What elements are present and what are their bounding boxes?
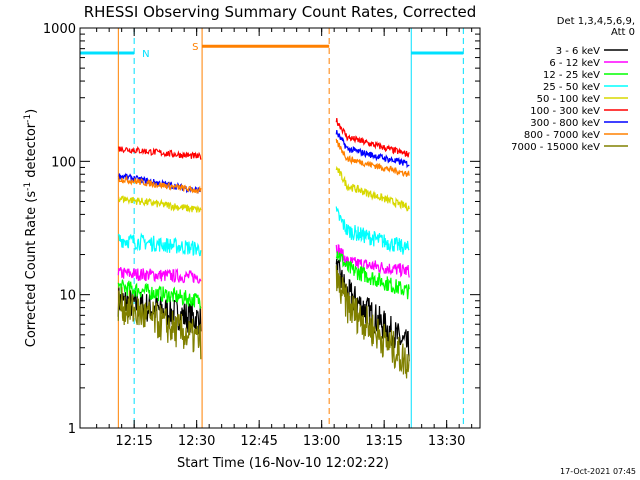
series-line-8-1 xyxy=(335,265,410,379)
series-line-1-1 xyxy=(335,244,410,278)
series-line-5-0 xyxy=(118,145,202,160)
x-tick-label: 13:00 xyxy=(303,434,340,449)
x-tick-label: 13:30 xyxy=(428,434,465,449)
series-line-3-0 xyxy=(117,232,202,257)
legend-header: Att 0 xyxy=(611,27,635,38)
series-line-4-1 xyxy=(335,165,410,212)
legend-header: Det 1,3,4,5,6,9, xyxy=(557,16,635,27)
x-tick-label: 12:30 xyxy=(178,434,215,449)
x-axis-label: Start Time (16-Nov-10 12:02:22) xyxy=(177,456,389,471)
legend-entry-label: 300 - 800 keV xyxy=(530,118,600,129)
y-tick-label: 100 xyxy=(51,155,76,170)
x-tick-label: 13:15 xyxy=(365,434,402,449)
y-axis-label: Corrected Count Rate (s-1 detector-1) xyxy=(23,109,39,347)
series-line-6-1 xyxy=(335,130,410,169)
legend-entry-label: 50 - 100 keV xyxy=(537,94,601,105)
legend-entry-label: 6 - 12 keV xyxy=(549,58,600,69)
legend-entry-label: 100 - 300 keV xyxy=(530,106,600,117)
legend-entry-label: 25 - 50 keV xyxy=(543,82,600,93)
y-tick-label: 1 xyxy=(68,422,76,437)
flag-label-s: S xyxy=(192,42,198,53)
series-line-3-1 xyxy=(335,206,410,255)
plot-area: N S 1 10 100 1000 12:15 12:30 12:45 13:00 13:15 13:… xyxy=(43,22,481,449)
series-line-7-0 xyxy=(117,175,202,195)
series-line-4-0 xyxy=(117,195,202,213)
legend-entry-label: 12 - 25 keV xyxy=(543,70,600,81)
legend-entry-label: 7000 - 15000 keV xyxy=(511,142,600,153)
series-line-5-1 xyxy=(335,118,410,158)
x-tick-label: 12:45 xyxy=(240,434,277,449)
x-tick-label: 12:15 xyxy=(115,434,152,449)
series-line-8-0 xyxy=(117,287,202,360)
series-line-1-0 xyxy=(117,267,202,284)
legend-entry-label: 800 - 7000 keV xyxy=(524,130,600,141)
chart-title: RHESSI Observing Summary Count Rates, Co… xyxy=(84,3,477,21)
y-tick-label: 1000 xyxy=(43,22,76,37)
series-line-2-1 xyxy=(335,251,410,300)
series-line-7-1 xyxy=(335,138,410,178)
legend-entry-label: 3 - 6 keV xyxy=(556,46,600,57)
timestamp: 17-Oct-2021 07:45 xyxy=(560,467,636,476)
y-tick-label: 10 xyxy=(59,289,76,304)
plot-frame xyxy=(79,27,481,429)
series-line-2-0 xyxy=(117,279,202,309)
flag-label-n: N xyxy=(142,49,149,60)
